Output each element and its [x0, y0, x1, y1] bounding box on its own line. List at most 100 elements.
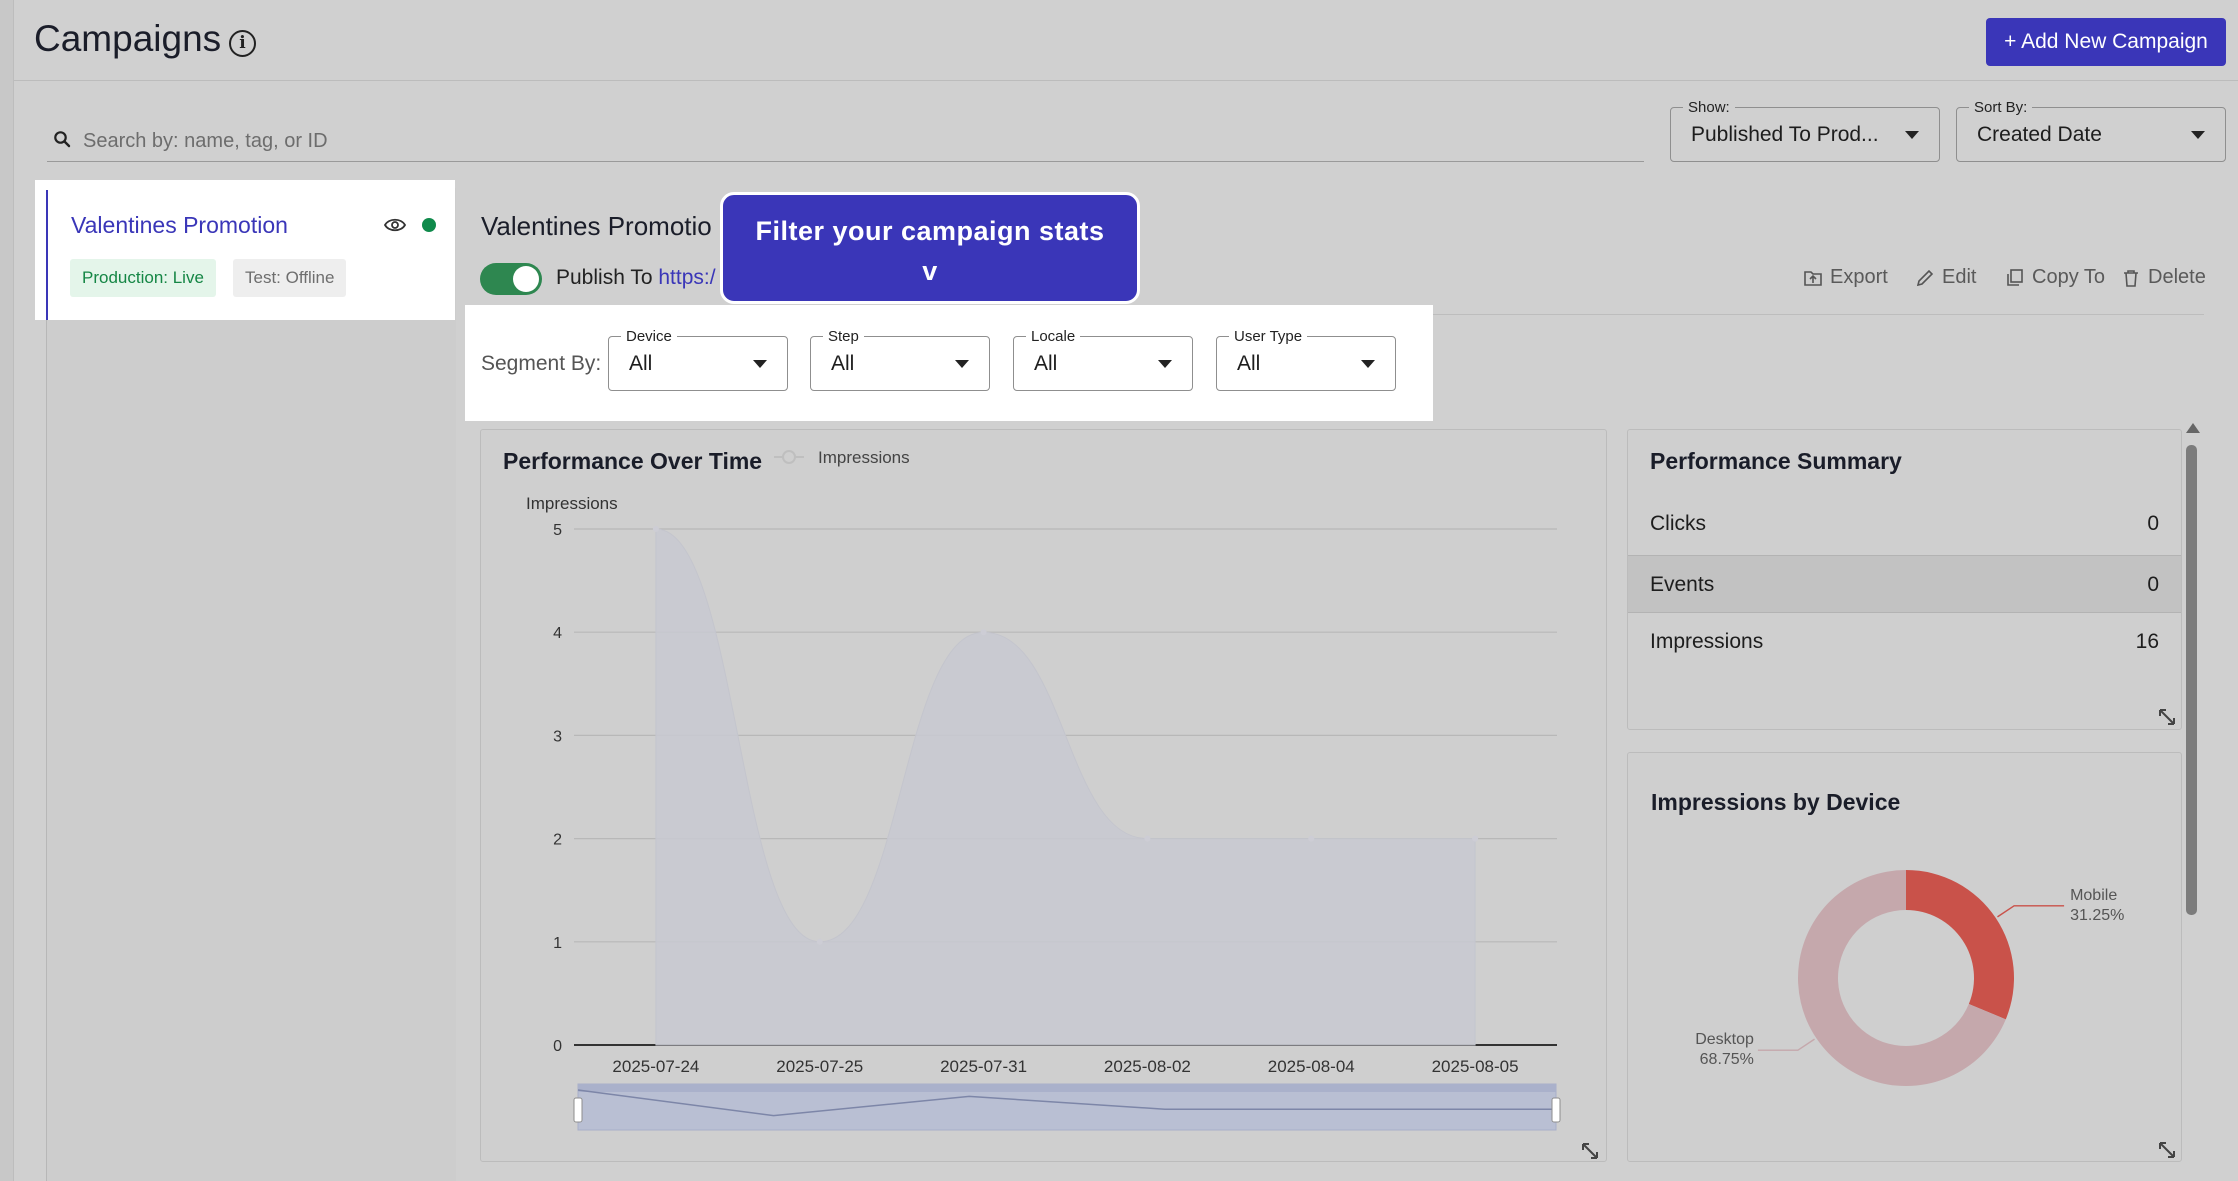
- x-tick-label: 2025-08-02: [1104, 1057, 1191, 1076]
- locale-label: Locale: [1026, 328, 1081, 345]
- y-tick-label: 3: [553, 728, 562, 745]
- campaign-list-item[interactable]: Valentines Promotion Production: Live Te…: [35, 180, 455, 320]
- data-point: [1144, 835, 1151, 842]
- legend: Impressions: [774, 448, 910, 467]
- publish-label-row: Publish To https:/: [556, 266, 716, 290]
- x-tick-label: 2025-08-04: [1268, 1057, 1355, 1076]
- performance-chart: Impressions Impressions 0 1 2 3 4 5 2025-07-24 20…: [526, 448, 1561, 1131]
- x-tick-label: 2025-07-24: [612, 1057, 699, 1076]
- y-tick-label: 5: [553, 522, 562, 539]
- tooltip-arrow: v: [922, 256, 938, 286]
- device-donut-chart: Mobile 31.25% Desktop 68.75%: [1695, 870, 2124, 1086]
- production-status-badge: Production: Live: [70, 259, 216, 297]
- tooltip-text: Filter your campaign stats: [755, 216, 1105, 246]
- data-point: [1308, 835, 1315, 842]
- sort-by-value: Created Date: [1977, 123, 2102, 146]
- delete-label: Delete: [2148, 266, 2206, 288]
- onboarding-tooltip[interactable]: Filter your campaign stats v: [720, 192, 1140, 304]
- zoom-slider-sparkline: [577, 1089, 1556, 1117]
- impressions-by-device-card: Impressions by Device Mobile 31.25% Deskto…: [1627, 752, 2182, 1162]
- campaign-name[interactable]: Valentines Promotion: [71, 212, 288, 238]
- eye-icon[interactable]: [384, 216, 406, 234]
- zoom-handle-left: [573, 1097, 583, 1123]
- locale-select[interactable]: Locale All: [1013, 328, 1193, 391]
- selected-indicator: [46, 190, 48, 320]
- step-value: All: [831, 352, 855, 375]
- slice-desktop: [1798, 870, 2006, 1086]
- publish-label: Publish To: [556, 266, 653, 289]
- toggle-knob: [513, 266, 539, 292]
- page-header: [14, 0, 2238, 81]
- user-type-label: User Type: [1229, 328, 1308, 345]
- scroll-up-arrow[interactable]: [2186, 423, 2200, 433]
- summary-value: 0: [2147, 573, 2159, 596]
- chevron-down-icon: [1361, 360, 1375, 368]
- expand-icon[interactable]: [1581, 1142, 1599, 1160]
- legend-marker: [782, 450, 796, 464]
- y-tick-label: 2: [553, 832, 562, 849]
- device-select[interactable]: Device All: [608, 328, 788, 391]
- summary-row-clicks: Clicks 0: [1628, 495, 2181, 553]
- device-value: All: [629, 352, 653, 375]
- step-label: Step: [823, 328, 864, 345]
- scrollbar[interactable]: [2186, 423, 2200, 1173]
- chevron-down-icon: [2191, 131, 2205, 139]
- summary-row-events: Events 0: [1628, 555, 2181, 613]
- user-type-select[interactable]: User Type All: [1216, 328, 1396, 391]
- slice-leader-line: [1757, 1038, 1815, 1051]
- summary-label: Impressions: [1650, 630, 1764, 653]
- chevron-down-icon: [1158, 360, 1172, 368]
- sort-by-select[interactable]: Sort By: Created Date: [1956, 99, 2226, 162]
- summary-label: Clicks: [1650, 512, 1706, 535]
- performance-summary-title: Performance Summary: [1650, 448, 1902, 474]
- slice-mobile: [1906, 870, 2014, 1020]
- campaign-list-panel: [46, 188, 456, 1181]
- series-area: [655, 528, 1476, 1046]
- user-type-value: All: [1237, 352, 1261, 375]
- summary-value: 16: [2135, 630, 2159, 653]
- publish-toggle[interactable]: [480, 263, 542, 295]
- show-filter-label: Show:: [1683, 99, 1735, 116]
- segment-filter-bar: Segment By: Device All Step All Locale A…: [465, 305, 1433, 421]
- export-icon: [1804, 271, 1822, 286]
- search-input[interactable]: [83, 126, 1583, 156]
- data-point: [652, 526, 659, 532]
- scroll-thumb[interactable]: [2186, 445, 2197, 915]
- y-tick-label: 4: [553, 625, 562, 642]
- locale-value: All: [1034, 352, 1058, 375]
- slice-value-label: 31.25%: [2070, 907, 2124, 924]
- performance-summary-card: Performance Summary Clicks 0 Events 0 Im…: [1627, 429, 2182, 730]
- summary-value: 0: [2147, 512, 2159, 535]
- copy-icon: [2007, 269, 2023, 286]
- zoom-handle-right: [1551, 1097, 1561, 1123]
- slice-leader-line: [1997, 905, 2065, 918]
- x-tick-label: 2025-08-05: [1432, 1057, 1519, 1076]
- trash-icon: [2124, 270, 2138, 287]
- campaign-detail-title: Valentines Promotio: [481, 211, 712, 241]
- live-status-dot: [422, 218, 436, 232]
- sort-by-label: Sort By:: [1969, 99, 2033, 116]
- data-point: [816, 938, 823, 945]
- chevron-down-icon: [1905, 131, 1919, 139]
- data-point: [980, 629, 987, 636]
- donut-title: Impressions by Device: [1651, 789, 1901, 815]
- slice-value-label: 68.75%: [1700, 1051, 1754, 1068]
- slice-label: Mobile: [2070, 887, 2117, 904]
- legend-label: Impressions: [818, 448, 910, 467]
- copy-to-label: Copy To: [2032, 266, 2106, 288]
- search-bar: [47, 118, 1644, 162]
- segment-by-label: Segment By:: [481, 352, 602, 375]
- pencil-icon: [1916, 269, 1934, 287]
- info-icon[interactable]: i: [229, 30, 256, 57]
- expand-icon[interactable]: [2158, 708, 2176, 726]
- expand-icon[interactable]: [2158, 1141, 2176, 1159]
- publish-link[interactable]: https:/: [658, 266, 716, 289]
- show-filter-value: Published To Prod...: [1691, 123, 1879, 146]
- step-select[interactable]: Step All: [810, 328, 990, 391]
- edit-label: Edit: [1942, 266, 1977, 288]
- export-label: Export: [1830, 266, 1888, 288]
- show-filter-select[interactable]: Show: Published To Prod...: [1670, 99, 1940, 162]
- device-label: Device: [621, 328, 677, 345]
- add-new-campaign-button[interactable]: + Add New Campaign: [1986, 18, 2226, 66]
